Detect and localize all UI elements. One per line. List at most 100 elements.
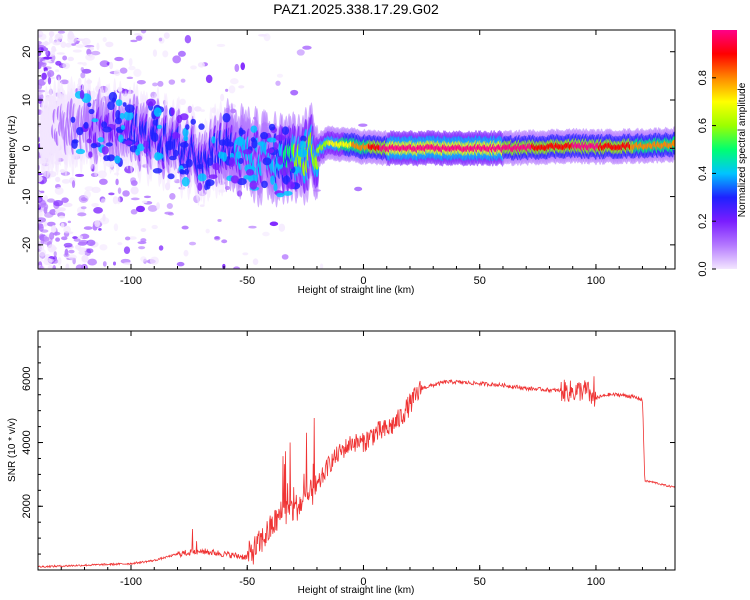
spectrogram-speckle xyxy=(51,225,57,233)
spectrogram-blob xyxy=(246,168,255,176)
spectrogram-speckle xyxy=(147,204,158,212)
spectrogram-speckle xyxy=(48,31,55,37)
spectrogram-speckle xyxy=(128,236,137,240)
spectrogram-blob xyxy=(115,99,123,107)
spectrogram-speckle xyxy=(263,33,271,42)
snr-panel: -100 -50 0 50 100 2000 4000 6000 Height of str… xyxy=(7,330,676,596)
spectrogram-speckle xyxy=(302,45,312,50)
spectrogram-blob xyxy=(185,158,193,168)
spectrogram-speckle xyxy=(38,175,43,183)
spectrogram-speckle xyxy=(62,202,73,208)
spectrogram-speckle xyxy=(87,258,98,266)
spectrogram-speckle xyxy=(113,69,121,77)
spectrogram-speckle xyxy=(81,254,89,263)
spectrogram-x-label: Height of straight line (km) xyxy=(298,285,415,296)
spectrogram-speckle xyxy=(80,67,84,72)
spectrogram-speckle xyxy=(43,221,48,227)
spectrogram-speckle xyxy=(67,56,74,62)
spectrogram-speckle xyxy=(84,186,94,192)
spectrogram-speckle xyxy=(238,85,245,89)
spectrogram-speckle xyxy=(126,76,134,80)
spectrogram-y-tick: 10 xyxy=(21,94,675,106)
spectrogram-y-tick-label: -20 xyxy=(21,237,33,253)
spectrogram-image xyxy=(38,30,675,269)
spectrogram-speckle xyxy=(38,89,46,93)
spectrogram-speckle xyxy=(55,176,61,183)
spectrogram-speckle xyxy=(89,46,95,51)
spectrogram-blob xyxy=(235,136,245,146)
spectrogram-blob xyxy=(71,139,78,150)
spectrogram-blob xyxy=(270,175,275,185)
spectrogram-speckle xyxy=(200,109,205,112)
spectrogram-blob xyxy=(261,180,268,189)
spectrogram-speckle xyxy=(57,30,66,34)
spectrogram-speckle xyxy=(190,65,197,70)
spectrogram-speckle xyxy=(38,115,41,121)
spectrogram-speckle xyxy=(38,70,45,73)
spectrogram-blob xyxy=(222,112,231,123)
spectrogram-speckle xyxy=(133,68,142,77)
spectrogram-blob xyxy=(251,138,258,149)
spectrogram-speckle xyxy=(112,261,117,266)
spectrogram-speckle xyxy=(281,254,289,260)
spectrogram-blob xyxy=(182,127,189,138)
spectrogram-blob xyxy=(249,180,258,190)
spectrogram-blob xyxy=(118,134,124,143)
snr-x-tick-label: -50 xyxy=(239,576,255,588)
spectrogram-speckle xyxy=(53,251,57,257)
spectrogram-speckle xyxy=(140,227,147,233)
spectrogram-blob xyxy=(198,123,205,130)
spectrogram-speckle xyxy=(40,190,45,194)
spectrogram-blob xyxy=(120,125,126,130)
spectrogram-blob xyxy=(115,109,121,120)
spectrogram-blob xyxy=(250,125,258,133)
spectrogram-speckle xyxy=(354,186,363,192)
spectrogram-speckle xyxy=(140,30,147,34)
spectrogram-speckle xyxy=(38,40,42,45)
spectrogram-speckle xyxy=(83,226,93,230)
spectrogram-speckle xyxy=(112,196,119,205)
spectrogram-speckle xyxy=(55,69,60,73)
spectrogram-speckle xyxy=(130,177,137,184)
spectrogram-blob xyxy=(257,141,265,146)
spectrogram-speckle xyxy=(140,256,147,262)
spectrogram-speckle xyxy=(77,235,84,240)
colorbar-tick-label: 0.2 xyxy=(697,214,709,229)
spectrogram-blob xyxy=(237,177,247,186)
spectrogram-speckle xyxy=(38,30,44,38)
spectrogram-blob xyxy=(119,112,125,120)
spectrogram-blob xyxy=(197,173,207,182)
spectrogram-speckle xyxy=(54,186,64,195)
spectrogram-blob xyxy=(266,137,277,143)
spectrogram-blob xyxy=(168,155,177,161)
spectrogram-blob xyxy=(226,141,235,147)
spectrogram-speckle xyxy=(100,198,106,204)
spectrogram-x-tick-label: 50 xyxy=(474,275,486,287)
spectrogram-speckle xyxy=(80,206,87,210)
spectrogram-blob xyxy=(288,161,294,169)
spectrogram-blob xyxy=(75,148,86,155)
spectrogram-x-tick-label: 0 xyxy=(360,275,366,287)
spectrogram-x-tick-label: -100 xyxy=(120,275,142,287)
spectrogram-speckle xyxy=(60,41,67,48)
spectrogram-blob xyxy=(88,151,93,158)
spectrogram-speckle xyxy=(38,92,43,96)
spectrogram-speckle xyxy=(296,49,305,56)
spectrogram-y-tick-label: 0 xyxy=(21,145,33,151)
spectrogram-speckle xyxy=(57,257,62,265)
snr-series-line xyxy=(38,376,675,568)
spectrogram-blob xyxy=(124,140,133,146)
spectrogram-speckle xyxy=(163,32,170,39)
spectrogram-speckle xyxy=(162,50,169,58)
snr-y-tick-label: 4000 xyxy=(21,430,33,454)
spectrogram-speckle xyxy=(45,50,49,56)
spectrogram-speckle xyxy=(173,178,181,184)
spectrogram-speckle xyxy=(135,35,143,41)
spectrogram-speckle xyxy=(130,197,140,201)
spectrogram-blob xyxy=(70,116,76,123)
spectrogram-speckle xyxy=(234,63,240,73)
spectrogram-speckle xyxy=(242,252,249,256)
spectrogram-speckle xyxy=(130,209,138,215)
spectrogram-speckle xyxy=(38,62,42,70)
spectrogram-speckle xyxy=(49,232,55,240)
